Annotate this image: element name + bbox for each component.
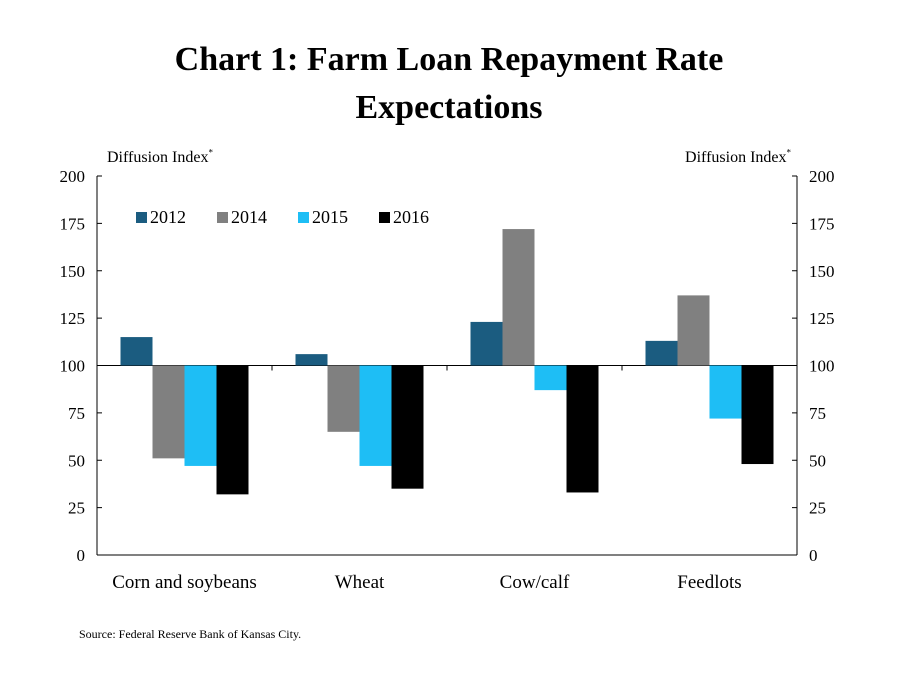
- x-category-label: Corn and soybeans: [112, 572, 257, 593]
- chart-title-line-2: Expectations: [355, 89, 543, 126]
- left-y-tick-label: 50: [68, 451, 85, 470]
- bar-2012-wheat: [295, 354, 328, 366]
- left-y-tick-label: 125: [60, 309, 86, 328]
- legend-label-2014: 2014: [231, 207, 267, 227]
- bar-2012-feedlots: [645, 340, 678, 366]
- right-y-tick-label: 200: [809, 167, 835, 186]
- left-y-tick-label: 200: [60, 167, 86, 186]
- right-y-tick-label: 150: [809, 262, 835, 281]
- left-y-tick-label: 25: [68, 499, 85, 518]
- left-y-tick-label: 150: [60, 262, 86, 281]
- right-y-tick-label: 75: [809, 404, 826, 423]
- legend-swatch-2012: [136, 212, 147, 223]
- left-axis-unit-marker: *: [208, 147, 213, 158]
- left-axis-unit-label: Diffusion Index*: [107, 147, 213, 166]
- bar-2014-corn-and-soybeans: [152, 365, 185, 459]
- right-y-tick-label: 100: [809, 357, 835, 376]
- legend-swatch-2014: [217, 212, 228, 223]
- bar-2015-cow-calf: [534, 365, 567, 391]
- bar-2014-feedlots: [677, 295, 710, 366]
- right-y-tick-label: 25: [809, 499, 826, 518]
- right-axis-unit-marker: *: [786, 147, 792, 158]
- bar-2015-feedlots: [709, 365, 742, 419]
- right-y-tick-label: 175: [809, 214, 835, 233]
- bar-2016-wheat: [391, 365, 424, 489]
- right-y-tick-label: 0: [809, 546, 818, 565]
- x-category-label: Wheat: [335, 572, 385, 593]
- bar-2012-cow-calf: [470, 321, 503, 366]
- left-y-tick-label: 100: [60, 357, 86, 376]
- chart-title: Chart 1: Farm Loan Repayment Rate Expect…: [0, 36, 898, 132]
- bar-2015-corn-and-soybeans: [184, 365, 217, 466]
- legend-label-2015: 2015: [312, 207, 348, 227]
- bar-2012-corn-and-soybeans: [120, 337, 153, 366]
- legend-label-2016: 2016: [393, 207, 429, 227]
- bar-2016-corn-and-soybeans: [216, 365, 249, 495]
- source-note: Source: Federal Reserve Bank of Kansas C…: [79, 627, 302, 641]
- right-y-tick-label: 50: [809, 451, 826, 470]
- left-y-tick-label: 0: [77, 546, 86, 565]
- legend-label-2012: 2012: [150, 207, 186, 227]
- left-y-tick-label: 75: [68, 404, 85, 423]
- legend-swatch-2016: [379, 212, 390, 223]
- bar-2016-feedlots: [741, 365, 774, 465]
- legend-swatch-2015: [298, 212, 309, 223]
- bar-2014-wheat: [327, 365, 360, 432]
- bar-2014-cow-calf: [502, 229, 535, 366]
- right-y-tick-label: 125: [809, 309, 835, 328]
- left-y-tick-label: 175: [60, 214, 86, 233]
- bar-2016-cow-calf: [566, 365, 599, 493]
- right-axis-unit-label: Diffusion Index*: [685, 147, 792, 166]
- x-category-label: Feedlots: [677, 572, 741, 593]
- bar-2015-wheat: [359, 365, 392, 466]
- x-category-label: Cow/calf: [500, 572, 570, 593]
- chart-title-line-1: Chart 1: Farm Loan Repayment Rate: [174, 41, 724, 78]
